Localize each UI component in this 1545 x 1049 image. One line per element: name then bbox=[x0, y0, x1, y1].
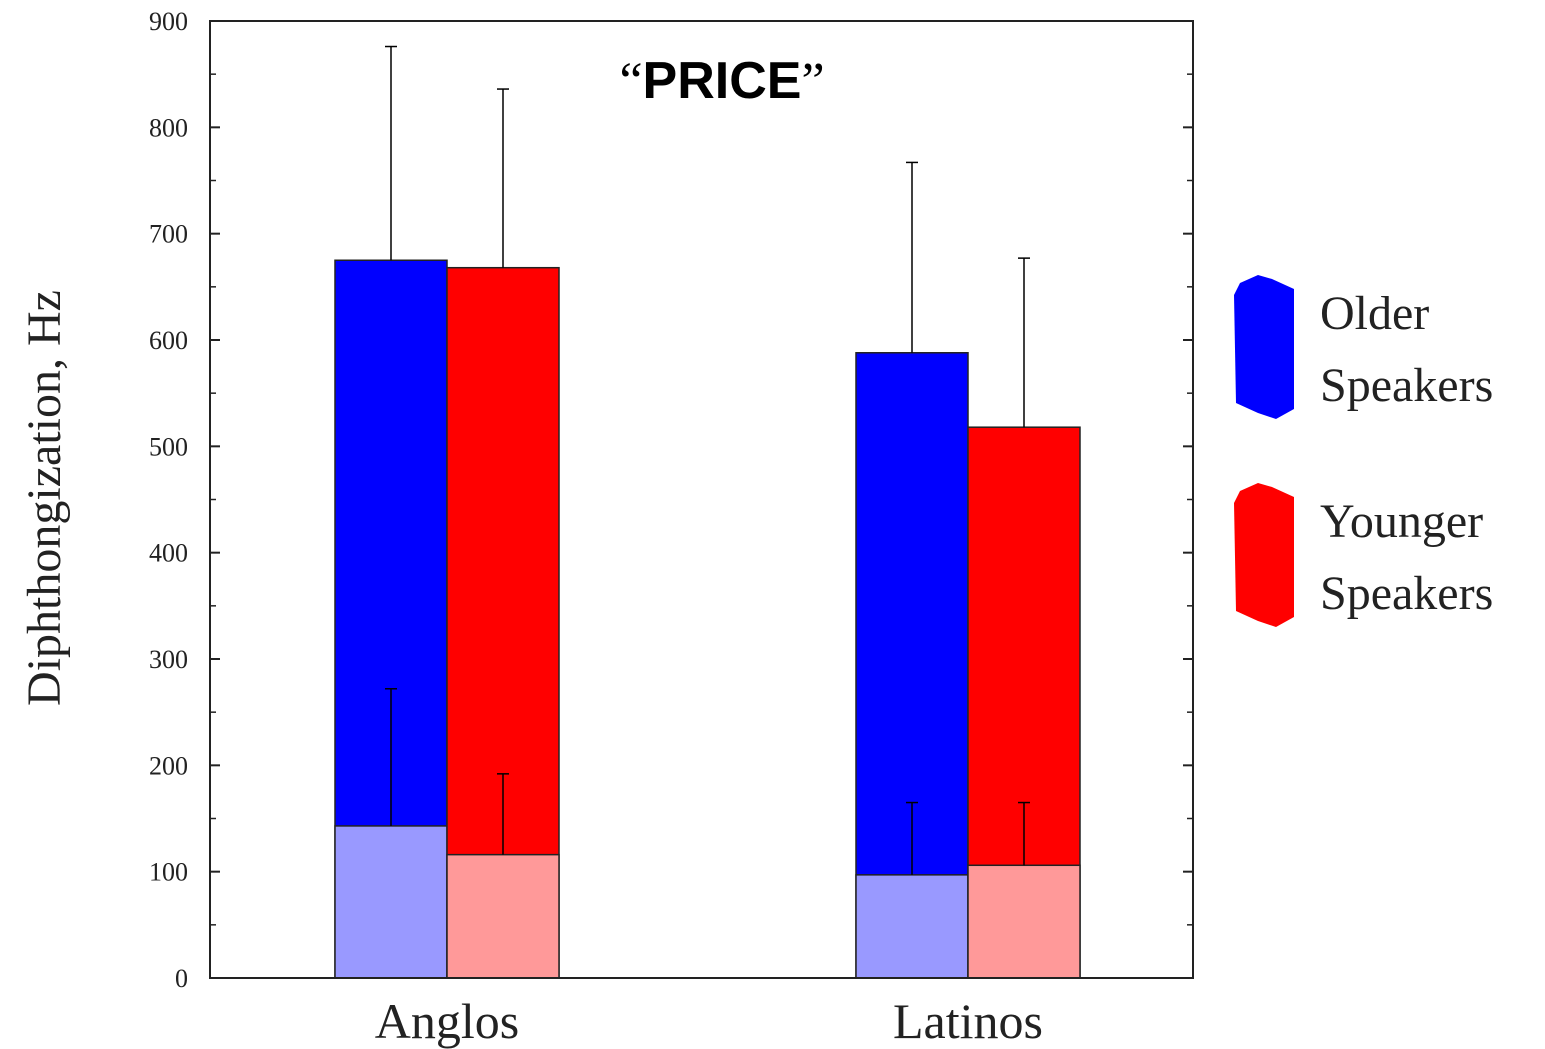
y-tick-label-100: 100 bbox=[149, 858, 188, 887]
y-tick-label-700: 700 bbox=[149, 220, 188, 249]
y-axis-title: Diphthongization, Hz bbox=[18, 290, 71, 706]
bar-lower-younger-speakers-latinos bbox=[967, 864, 1081, 979]
y-tick-label-400: 400 bbox=[149, 539, 188, 568]
y-tick-label-800: 800 bbox=[149, 113, 188, 142]
y-tick-label-200: 200 bbox=[149, 751, 188, 780]
chart-title-quote-open: “ bbox=[619, 53, 642, 110]
tick-labels-layer: Anglos Latinos 0 100 200 300 400 500 600 700 800 90… bbox=[149, 7, 1043, 1049]
bars-layer bbox=[334, 259, 1081, 979]
y-tick-label-500: 500 bbox=[149, 432, 188, 461]
bar-lower-younger-speakers-anglos bbox=[446, 853, 560, 979]
chart-title: “PRICE” bbox=[619, 52, 824, 110]
legend: Older Speakers Younger Speakers bbox=[1234, 275, 1493, 627]
legend-label-younger-speakers-line-2: Speakers bbox=[1320, 567, 1493, 620]
legend-swatch-older-speakers bbox=[1234, 275, 1294, 419]
legend-label-older-speakers-line-2: Speakers bbox=[1320, 359, 1493, 412]
bar-lower-older-speakers-anglos bbox=[334, 825, 448, 979]
chart-title-text: PRICE bbox=[643, 52, 802, 110]
y-tick-label-0: 0 bbox=[175, 964, 188, 993]
x-tick-label-anglos: Anglos bbox=[375, 993, 519, 1049]
y-tick-label-300: 300 bbox=[149, 645, 188, 674]
y-tick-label-900: 900 bbox=[149, 7, 188, 36]
bar-lower-older-speakers-latinos bbox=[855, 874, 969, 979]
legend-swatch-younger-speakers bbox=[1234, 483, 1294, 627]
legend-label-younger-speakers-line-1: Younger bbox=[1320, 495, 1483, 548]
legend-label-older-speakers-line-1: Older bbox=[1320, 287, 1429, 340]
chart-title-quote-close: ” bbox=[801, 53, 824, 110]
y-tick-label-600: 600 bbox=[149, 326, 188, 355]
axes-layer bbox=[209, 20, 1194, 979]
error-bars-layer bbox=[385, 45, 1030, 875]
x-tick-label-latinos: Latinos bbox=[893, 993, 1043, 1049]
